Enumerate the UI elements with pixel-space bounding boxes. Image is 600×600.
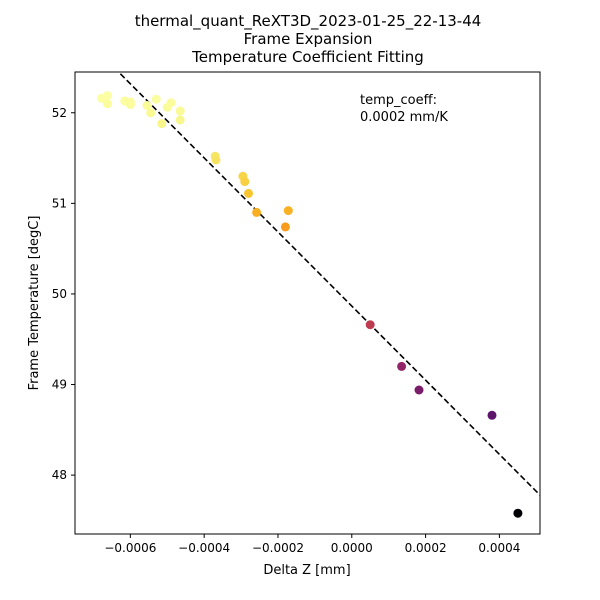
data-point (280, 222, 290, 232)
annotation-line-2: 0.0002 mm/K (360, 110, 448, 125)
y-tick-label: 51 (52, 196, 67, 210)
fit-line-layer (119, 73, 540, 496)
data-point (146, 108, 156, 118)
data-point (175, 115, 185, 125)
data-point (103, 99, 112, 109)
points-layer (97, 91, 523, 518)
data-point (211, 155, 221, 165)
x-axis: −0.0006 −0.0004 −0.0002 0.0000 0.0002 0.0004 (104, 534, 520, 555)
x-tick-label: 0.0002 (405, 541, 447, 555)
data-point (397, 361, 407, 371)
x-tick-label: −0.0004 (178, 541, 230, 555)
fit-line (119, 73, 540, 496)
data-point (166, 98, 176, 108)
data-point (487, 410, 497, 420)
plot-frame (74, 71, 541, 535)
data-point (157, 119, 167, 129)
x-axis-label: Delta Z [mm] (263, 563, 350, 578)
data-point (103, 91, 112, 101)
x-tick-label: 0.0000 (331, 541, 373, 555)
data-point (244, 188, 253, 198)
chart-title: thermal_quant_ReXT3D_2023-01-25_22-13-44… (0, 12, 600, 66)
annotation-line-1: temp_coeff: (360, 93, 437, 108)
data-point (252, 207, 262, 217)
chart-title-line-3: Temperature Coefficient Fitting (192, 48, 424, 66)
data-point (283, 206, 293, 216)
data-point (240, 177, 250, 187)
y-tick-label: 50 (52, 287, 67, 301)
x-tick-label: 0.0004 (478, 541, 520, 555)
y-axis: 48 49 50 51 52 (52, 106, 75, 482)
y-tick-label: 49 (52, 378, 67, 392)
y-axis-label: Frame Temperature [degC] (27, 216, 42, 391)
chart-title-line-2: Frame Expansion (243, 30, 373, 48)
x-tick-label: −0.0006 (104, 541, 156, 555)
y-tick-label: 52 (52, 106, 67, 120)
data-point (151, 94, 161, 104)
data-point (175, 106, 185, 116)
data-point (142, 101, 152, 110)
y-tick-label: 48 (52, 468, 67, 482)
data-point (125, 97, 135, 107)
data-point (513, 508, 523, 518)
x-tick-label: −0.0002 (252, 541, 304, 555)
chart-title-line-1: thermal_quant_ReXT3D_2023-01-25_22-13-44 (134, 12, 482, 30)
data-point (365, 320, 375, 330)
data-point (414, 385, 424, 395)
